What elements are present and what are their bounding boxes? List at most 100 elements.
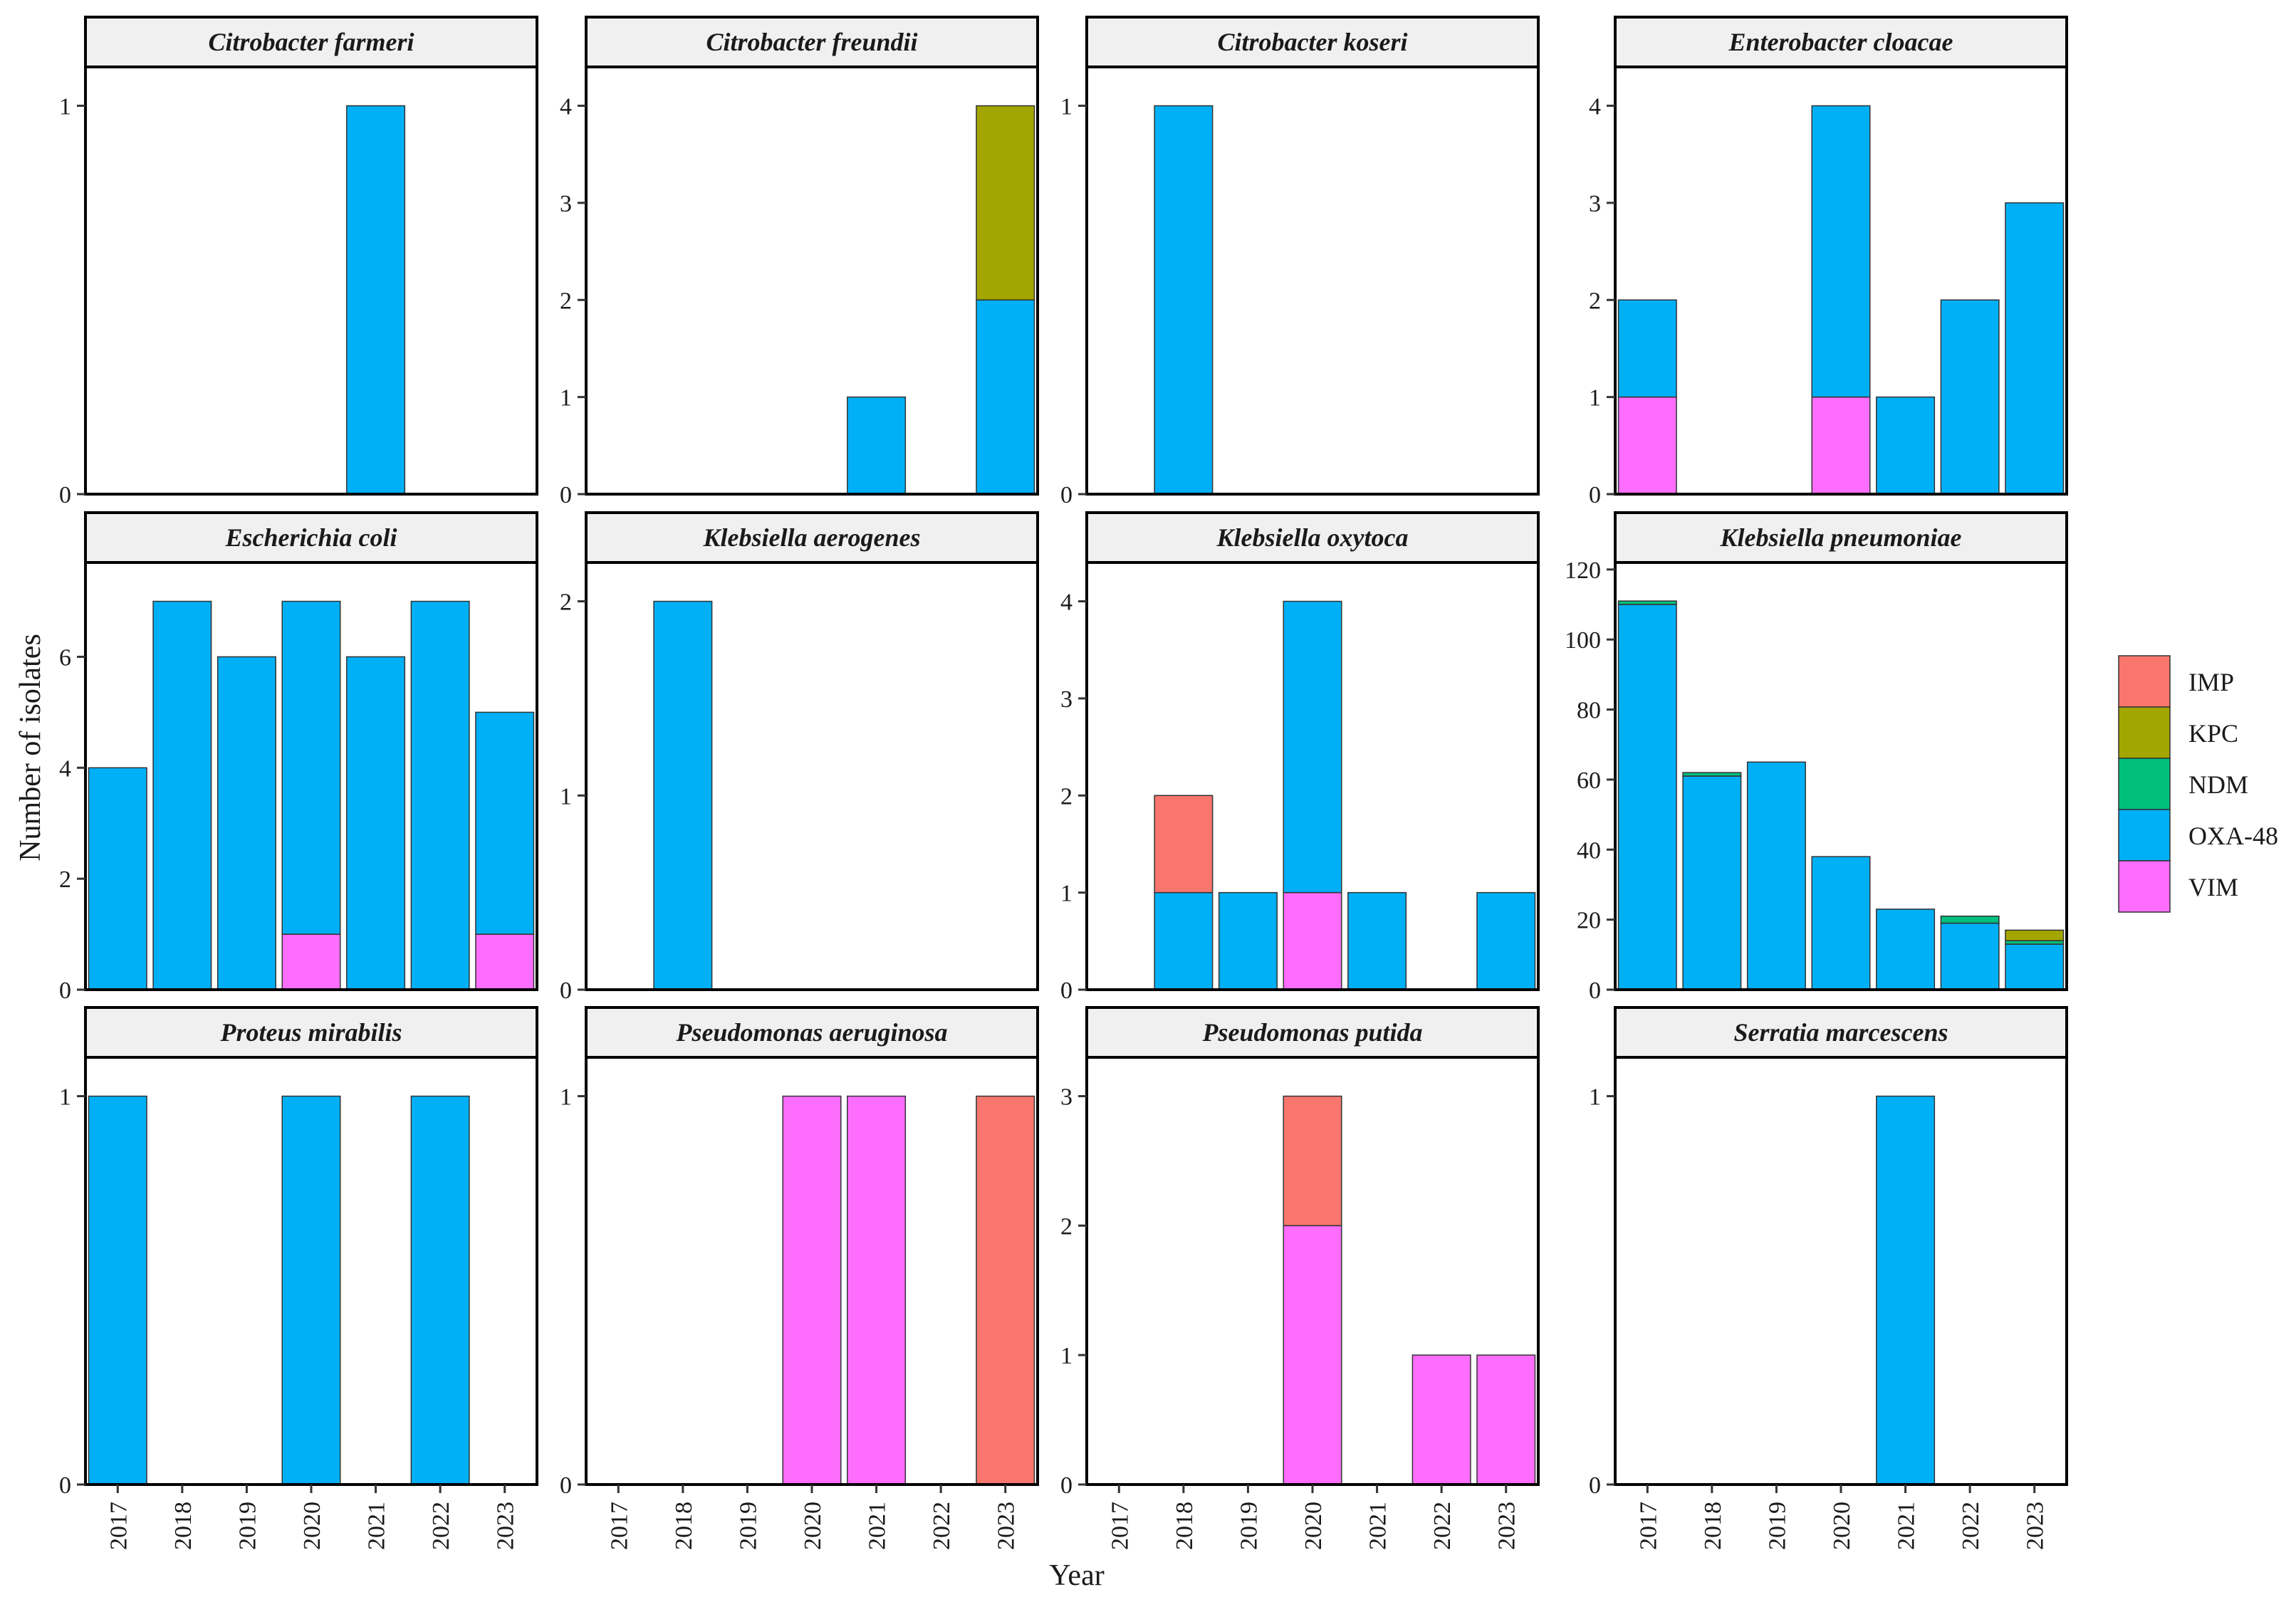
bar-oxa-48-2023 [475,711,535,935]
y-tick-label: 0 [560,978,572,1004]
bar-vim-2023 [1476,1354,1536,1485]
x-axis-title: Year [1049,1559,1104,1592]
x-tick-label: 2021 [865,1502,891,1550]
x-tick-label: 2019 [234,1502,261,1550]
bar-oxa-48-2017 [1617,604,1677,990]
bar-imp-2018 [1154,795,1214,894]
facet-title: Enterobacter cloacae [1728,28,1953,56]
panel-border [84,66,538,496]
y-tick-label: 0 [59,1472,71,1499]
y-tick-label: 3 [560,191,572,217]
x-tick-label: 2019 [1236,1502,1262,1550]
panel-border [585,66,1039,496]
x-tick-label: 2017 [105,1502,132,1550]
bar-ndm-2018 [1682,772,1742,777]
bar-oxa-48-2023 [976,299,1035,495]
bar-imp-2023 [976,1095,1035,1485]
legend: IMP KPC NDM OXA-48 VIM [2118,655,2278,913]
bar-oxa-48-2021 [346,656,406,990]
bar-vim-2020 [1811,396,1871,495]
x-tick-label: 2021 [1894,1502,1920,1550]
facet-enterobacter-cloacae: Enterobacter cloacae 0 1 2 3 4 [1589,16,2068,508]
x-tick-label: 2022 [1429,1502,1456,1550]
facet-strip [1614,511,2068,564]
facet-klebsiella-pneumoniae: Klebsiella pneumoniae 0 20 40 60 80 100 120 [1565,511,2068,1004]
bar-oxa-48-2017 [1617,299,1677,398]
y-tick-label: 3 [1060,686,1073,713]
plot-panel [586,67,1038,494]
facet-title: Citrobacter farmeri [209,28,414,56]
y-tick-label: 2 [59,867,71,893]
x-tick-label: 2018 [671,1502,697,1550]
bar-oxa-48-2018 [1154,891,1214,990]
bar-imp-2020 [1283,1095,1342,1227]
facet-title: Klebsiella aerogenes [703,523,921,552]
y-tick-label: 2 [1589,288,1601,314]
x-tick-label: 2021 [364,1502,390,1550]
bar-oxa-48-2022 [410,1095,470,1485]
x-tick-label: 2019 [1764,1502,1790,1550]
x-tick-label: 2023 [1494,1502,1520,1550]
y-tick-label: 4 [560,94,572,120]
bar-oxa-48-2021 [346,105,406,495]
y-tick-label: 1 [560,385,572,412]
facet-citrobacter-freundii: Citrobacter freundii 0 1 2 3 4 [560,16,1039,508]
y-tick-label: 20 [1577,908,1601,934]
bar-vim-2020 [1283,891,1342,990]
legend-key-oxa-48 [2118,809,2171,862]
plot-panel [85,67,537,494]
facet-klebsiella-aerogenes: Klebsiella aerogenes 0 1 2 [560,511,1039,1004]
x-tick-label: 2022 [929,1502,955,1550]
panel-border [1614,66,2068,496]
y-tick-label: 2 [1060,1213,1073,1240]
legend-key-kpc [2118,706,2171,759]
bar-kpc-2023 [976,105,1035,301]
x-tick-label: 2018 [1700,1502,1726,1550]
x-tick-label: 2017 [1635,1502,1661,1550]
y-tick-label: 0 [1589,482,1601,508]
panel-border [1085,561,1540,991]
y-tick-label: 100 [1565,627,1601,654]
bar-oxa-48-2021 [1876,909,1936,990]
facet-proteus-mirabilis: Proteus mirabilis 0 1 2017 2018 2019 2020 2021 2… [59,1006,538,1550]
bar-oxa-48-2023 [2005,202,2065,495]
y-tick-label: 2 [560,590,572,616]
y-tick-label: 60 [1577,768,1601,794]
bar-oxa-48-2017 [88,1095,147,1485]
x-tick-label: 2017 [1107,1502,1133,1550]
x-tick-label: 2022 [1958,1502,1984,1550]
facet-strip [84,16,538,68]
y-tick-label: 6 [59,644,71,671]
y-tick-label: 1 [59,94,71,120]
y-tick-label: 4 [1060,590,1073,616]
y-tick-label: 3 [1060,1084,1073,1111]
facet-serratia-marcescens: Serratia marcescens 0 1 2017 2018 2019 2020 202… [1589,1006,2068,1550]
bar-oxa-48-2022 [1940,299,2000,495]
x-tick-label: 2020 [800,1502,826,1550]
y-tick-label: 1 [59,1084,71,1111]
bar-oxa-48-2020 [281,1095,341,1485]
y-tick-label: 2 [560,288,572,314]
y-tick-label: 4 [1589,94,1601,120]
legend-label-imp: IMP [2188,668,2234,696]
facet-title: Pseudomonas aeruginosa [675,1018,947,1047]
panel-border [84,561,538,991]
facet-strip [1085,16,1540,68]
bar-oxa-48-2019 [216,656,276,990]
facet-citrobacter-farmeri: Citrobacter farmeri 0 1 [59,16,538,508]
facet-title: Pseudomonas putida [1201,1018,1422,1047]
plot-panel [1615,1057,2067,1485]
bar-oxa-48-2019 [1218,891,1278,990]
facet-title: Citrobacter koseri [1218,28,1408,56]
y-tick-label: 0 [1060,1472,1073,1499]
y-tick-label: 3 [1589,191,1601,217]
legend-key-imp [2118,655,2171,708]
bar-oxa-48-2022 [410,600,470,990]
y-tick-label: 1 [560,783,572,810]
y-tick-label: 80 [1577,698,1601,724]
facet-citrobacter-koseri: Citrobacter koseri 0 1 [1060,16,1540,508]
y-axis-title: Number of isolates [14,634,47,862]
facet-title: Citrobacter freundii [706,28,917,56]
